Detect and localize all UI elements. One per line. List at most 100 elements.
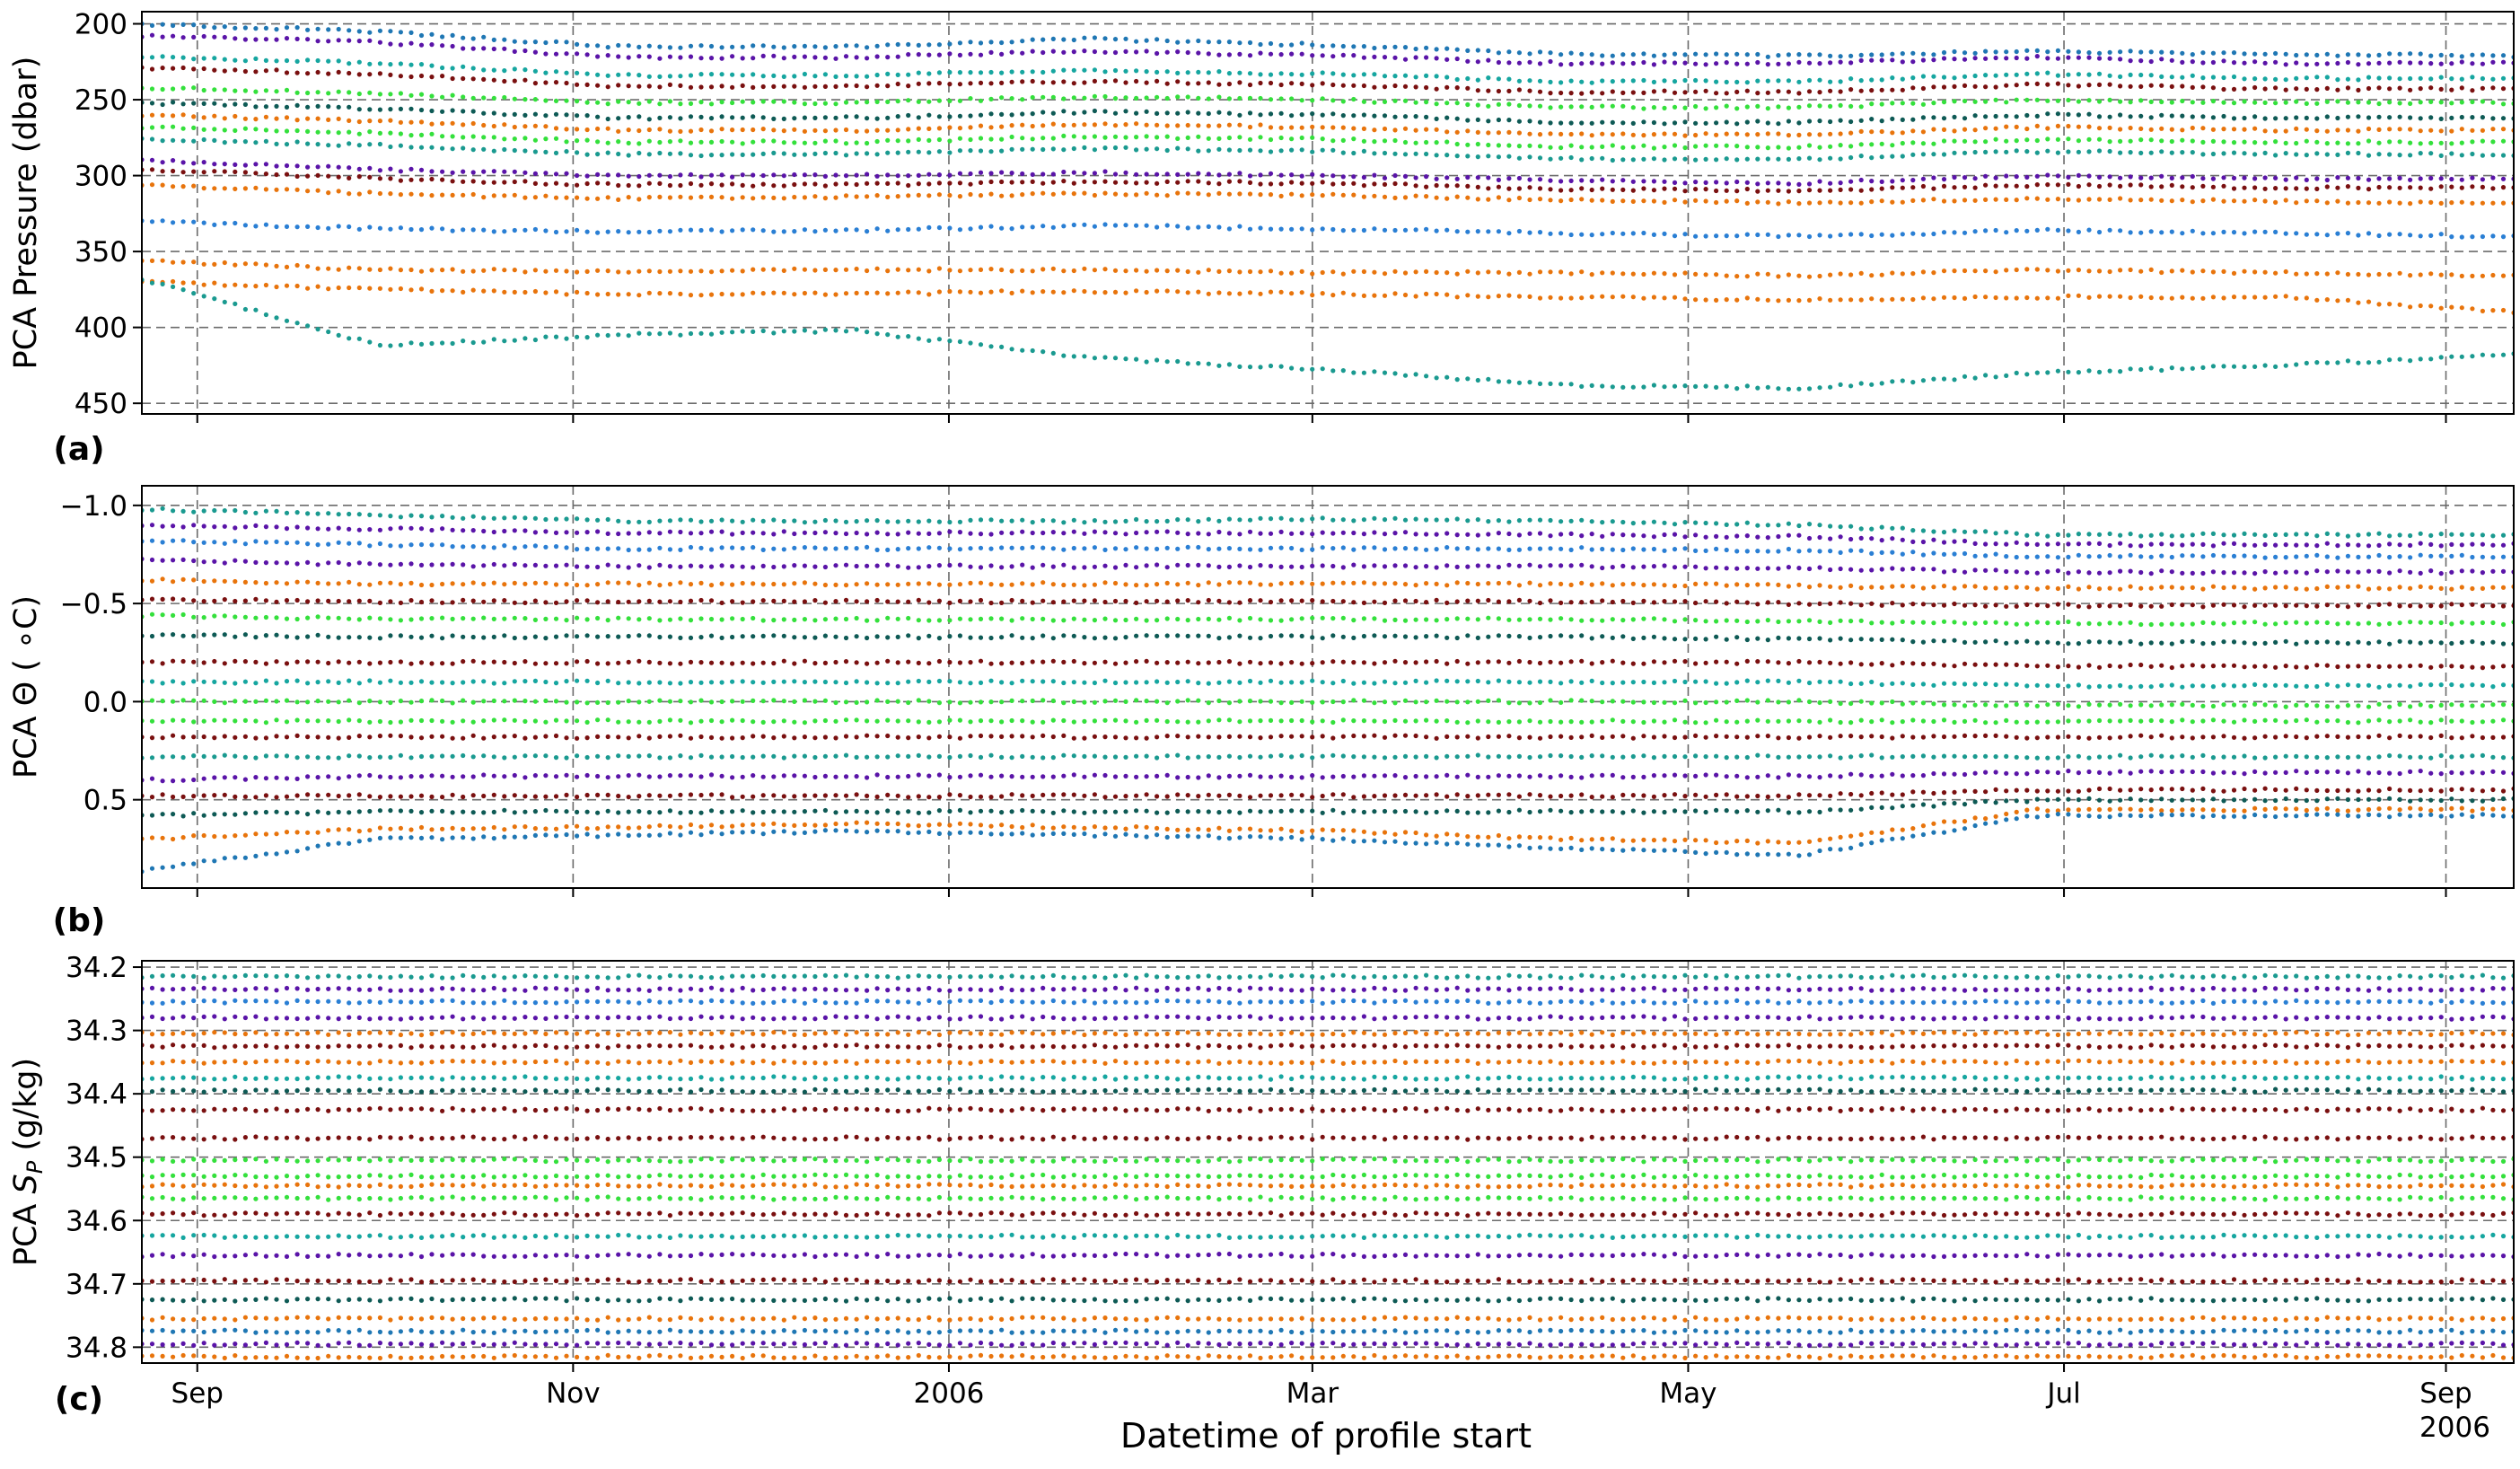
scatter-point bbox=[1040, 518, 1045, 523]
scatter-series-16 bbox=[139, 277, 2516, 391]
scatter-point bbox=[1673, 547, 1677, 551]
scatter-point bbox=[2490, 201, 2495, 206]
scatter-point bbox=[947, 51, 952, 56]
scatter-point bbox=[2408, 273, 2412, 277]
scatter-point bbox=[305, 511, 310, 515]
scatter-point bbox=[2490, 127, 2495, 131]
scatter-point bbox=[2045, 126, 2050, 130]
scatter-point bbox=[223, 221, 227, 225]
scatter-point bbox=[988, 582, 993, 586]
scatter-point bbox=[1020, 192, 1024, 197]
scatter-point bbox=[1704, 157, 1708, 162]
scatter-point bbox=[2045, 136, 2050, 141]
scatter-point bbox=[543, 171, 548, 175]
scatter-point bbox=[1766, 180, 1770, 185]
scatter-point bbox=[1113, 290, 1118, 295]
scatter-point bbox=[2325, 360, 2330, 365]
scatter-point bbox=[191, 540, 196, 544]
scatter-point bbox=[947, 99, 952, 103]
scatter-point bbox=[2097, 72, 2102, 76]
scatter-point bbox=[771, 128, 776, 132]
scatter-point bbox=[295, 163, 300, 168]
scatter-point bbox=[1755, 189, 1760, 194]
scatter-point bbox=[792, 532, 796, 536]
scatter-point bbox=[305, 323, 310, 328]
scatter-point bbox=[2480, 309, 2485, 313]
scatter-point bbox=[564, 229, 568, 233]
scatter-point bbox=[1072, 68, 1076, 73]
scatter-point bbox=[481, 268, 486, 273]
scatter-point bbox=[2108, 57, 2112, 61]
scatter-point bbox=[223, 128, 227, 132]
scatter-point bbox=[1517, 518, 1522, 523]
scatter-point bbox=[1248, 180, 1252, 185]
scatter-point bbox=[1341, 181, 1346, 186]
scatter-point bbox=[2376, 115, 2381, 119]
scatter-point bbox=[285, 172, 289, 177]
scatter-point bbox=[419, 526, 424, 531]
scatter-point bbox=[1123, 95, 1128, 100]
scatter-point bbox=[1300, 226, 1304, 231]
scatter-point bbox=[1921, 378, 1926, 383]
scatter-point bbox=[2191, 185, 2195, 189]
scatter-point bbox=[1465, 518, 1470, 523]
scatter-point bbox=[988, 547, 993, 551]
scatter-point bbox=[264, 162, 268, 166]
scatter-point bbox=[1227, 40, 1232, 44]
scatter-point bbox=[1165, 135, 1170, 139]
scatter-point bbox=[968, 172, 972, 176]
scatter-point bbox=[1372, 270, 1376, 275]
scatter-point bbox=[2408, 141, 2412, 145]
scatter-point bbox=[1817, 103, 1822, 108]
scatter-point bbox=[2035, 124, 2040, 128]
scatter-point bbox=[2460, 186, 2464, 190]
scatter-point bbox=[1155, 51, 1159, 56]
scatter-point bbox=[357, 143, 362, 147]
scatter-point bbox=[2460, 274, 2464, 278]
scatter-point bbox=[2035, 542, 2040, 547]
scatter-point bbox=[2284, 116, 2288, 120]
scatter-point bbox=[958, 268, 962, 273]
scatter-point bbox=[1590, 145, 1594, 149]
scatter-point bbox=[1321, 81, 1325, 85]
scatter-point bbox=[1931, 270, 1936, 275]
scatter-point bbox=[1839, 297, 1843, 302]
scatter-point bbox=[357, 337, 362, 341]
scatter-point bbox=[926, 225, 931, 230]
scatter-point bbox=[2232, 295, 2236, 299]
scatter-point bbox=[1910, 380, 1915, 384]
scatter-point bbox=[357, 60, 362, 65]
scatter-point bbox=[202, 115, 206, 119]
scatter-point bbox=[1725, 180, 1729, 185]
scatter-point bbox=[1796, 145, 1801, 150]
scatter-point bbox=[1341, 565, 1346, 569]
scatter-point bbox=[2366, 127, 2371, 131]
scatter-point bbox=[305, 189, 310, 193]
scatter-point bbox=[1455, 154, 1460, 158]
scatter-point bbox=[2159, 541, 2164, 546]
scatter-point bbox=[564, 172, 568, 176]
scatter-point bbox=[1269, 546, 1273, 550]
scatter-point bbox=[1787, 547, 1791, 551]
scatter-point bbox=[1403, 518, 1408, 523]
scatter-point bbox=[1362, 149, 1366, 154]
scatter-point bbox=[1652, 179, 1656, 183]
scatter-point bbox=[2180, 84, 2184, 88]
scatter-point bbox=[513, 125, 517, 129]
scatter-point bbox=[305, 174, 310, 179]
scatter-point bbox=[1682, 134, 1687, 138]
scatter-point bbox=[792, 563, 796, 567]
scatter-point bbox=[233, 139, 237, 144]
scatter-point bbox=[419, 43, 424, 48]
scatter-point bbox=[2325, 178, 2330, 182]
scatter-point bbox=[1341, 517, 1346, 522]
scatter-point bbox=[1269, 268, 1273, 273]
scatter-point bbox=[979, 70, 983, 75]
scatter-point bbox=[1279, 83, 1284, 87]
scatter-point bbox=[1300, 580, 1304, 585]
scatter-point bbox=[2294, 175, 2298, 180]
scatter-point bbox=[1040, 38, 1045, 42]
scatter-point bbox=[1351, 44, 1356, 48]
scatter-point bbox=[2056, 586, 2060, 591]
scatter-point bbox=[554, 582, 558, 586]
